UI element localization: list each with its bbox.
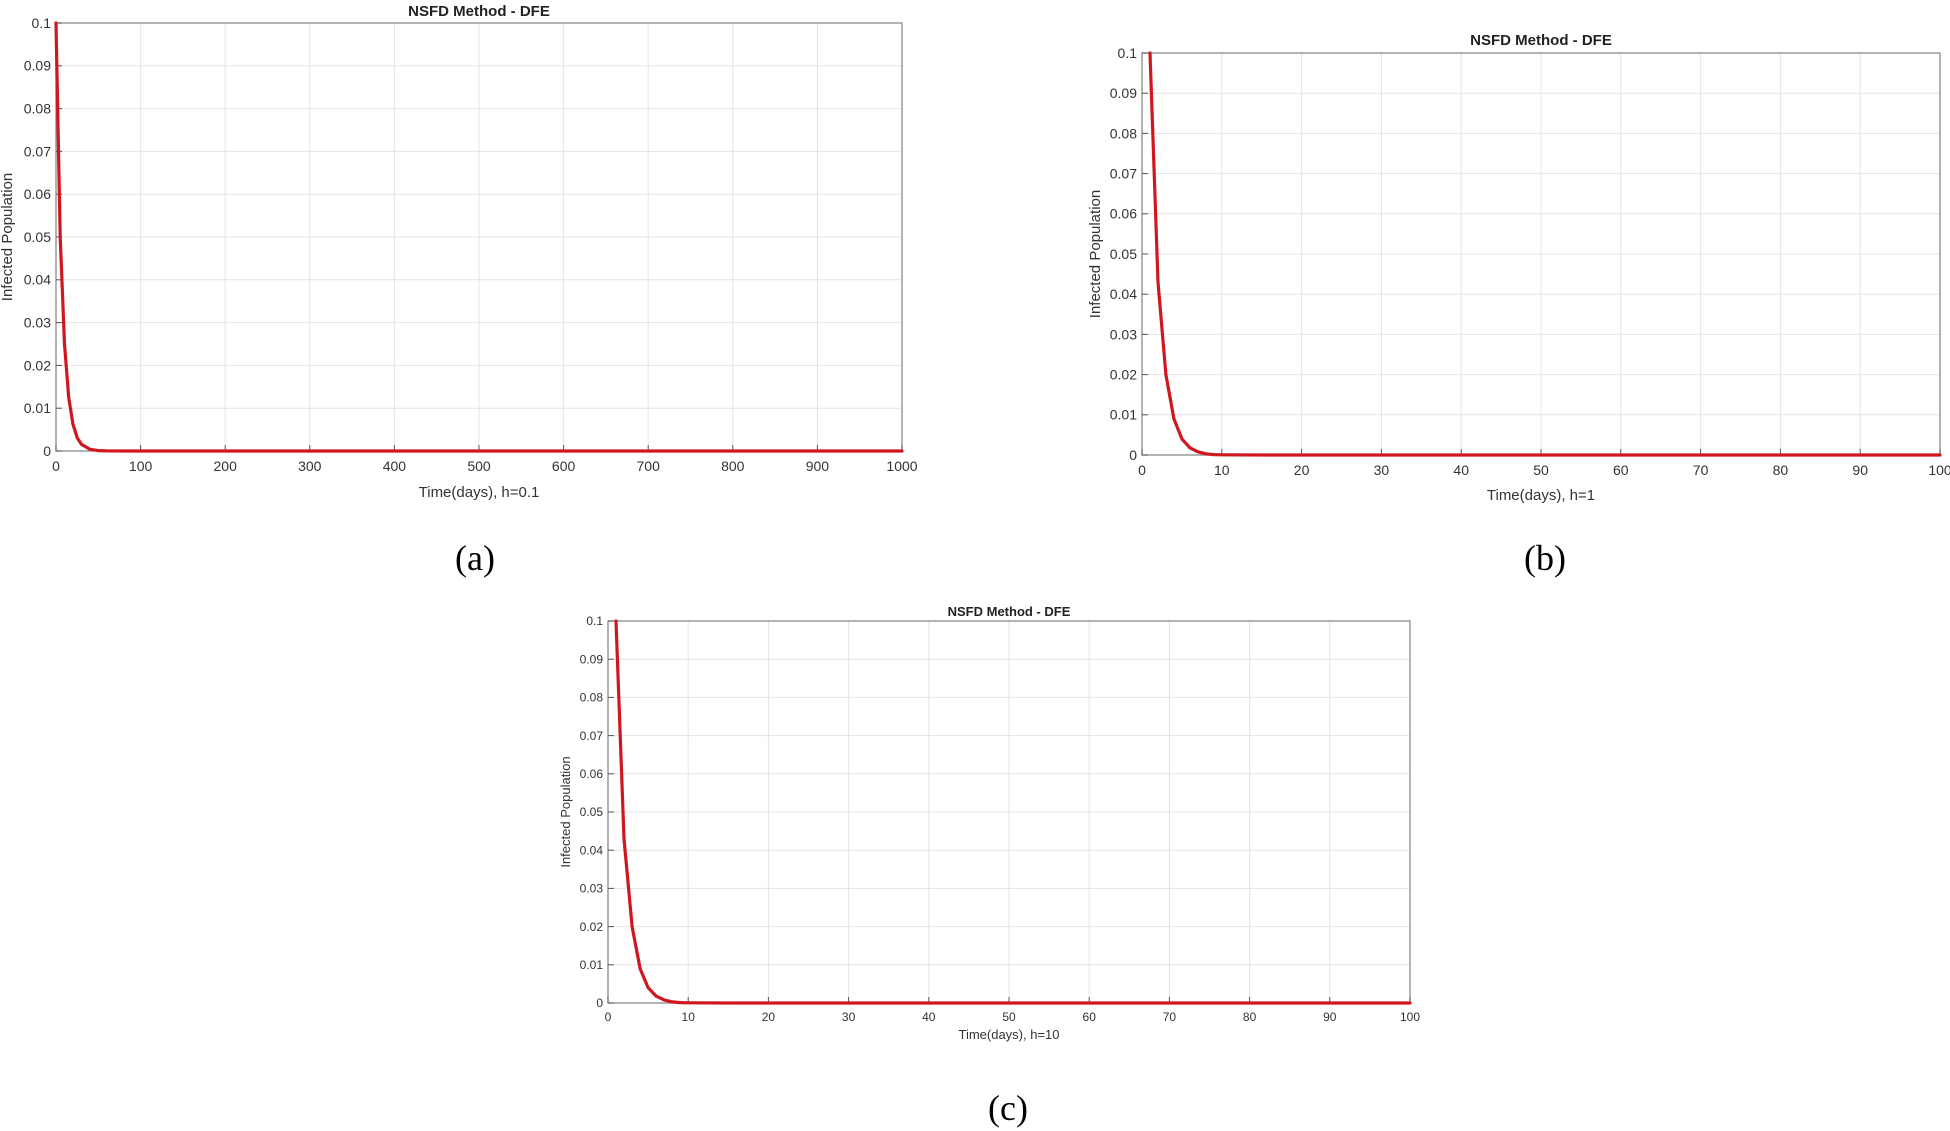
x-tick-label: 40 xyxy=(1453,462,1469,478)
y-tick-label: 0.1 xyxy=(586,614,603,628)
x-tick-label: 50 xyxy=(1002,1010,1016,1024)
x-tick-label: 10 xyxy=(1214,462,1230,478)
x-tick-label: 0 xyxy=(1138,462,1146,478)
y-tick-label: 0.01 xyxy=(24,400,51,416)
x-tick-label: 600 xyxy=(552,458,576,474)
y-tick-label: 0.03 xyxy=(24,315,51,331)
y-tick-label: 0.06 xyxy=(580,767,604,781)
y-tick-label: 0.03 xyxy=(1110,326,1137,342)
y-tick-label: 0 xyxy=(1129,447,1137,463)
x-tick-label: 90 xyxy=(1852,462,1868,478)
x-tick-label: 0 xyxy=(605,1010,612,1024)
y-tick-label: 0.02 xyxy=(580,920,604,934)
x-tick-label: 1000 xyxy=(886,458,917,474)
x-tick-label: 400 xyxy=(383,458,407,474)
y-tick-label: 0.05 xyxy=(1110,246,1137,262)
x-tick-label: 90 xyxy=(1323,1010,1337,1024)
y-tick-label: 0.08 xyxy=(24,101,51,117)
y-tick-label: 0.02 xyxy=(24,357,51,373)
y-tick-label: 0.05 xyxy=(580,805,604,819)
x-tick-label: 700 xyxy=(637,458,661,474)
y-axis-label: Infected Population xyxy=(1087,190,1104,318)
x-tick-label: 100 xyxy=(1928,462,1950,478)
x-tick-label: 40 xyxy=(922,1010,936,1024)
y-axis-label: Infected Population xyxy=(0,173,16,301)
y-tick-label: 0.01 xyxy=(1110,407,1137,423)
x-tick-label: 80 xyxy=(1243,1010,1257,1024)
y-tick-label: 0 xyxy=(596,996,603,1010)
x-tick-label: 50 xyxy=(1533,462,1549,478)
x-tick-label: 500 xyxy=(467,458,491,474)
panel-caption: (a) xyxy=(455,538,495,578)
x-tick-label: 300 xyxy=(298,458,322,474)
y-tick-label: 0.07 xyxy=(24,143,51,159)
y-tick-label: 0.01 xyxy=(580,958,604,972)
y-tick-label: 0.04 xyxy=(580,843,604,857)
y-tick-label: 0.09 xyxy=(24,58,51,74)
y-tick-label: 0.08 xyxy=(580,691,604,705)
y-tick-label: 0.05 xyxy=(24,229,51,245)
x-tick-label: 70 xyxy=(1693,462,1709,478)
chart-panel-3: 0 10 20 30 40 50 60 70 80 90 100 0 0.01 0.02 0.03 0.04 0… xyxy=(558,604,1420,1128)
x-tick-label: 0 xyxy=(52,458,60,474)
chart-title: NSFD Method - DFE xyxy=(408,3,550,20)
y-axis-label: Infected Population xyxy=(558,756,573,867)
x-tick-label: 30 xyxy=(1374,462,1390,478)
y-tick-label: 0.04 xyxy=(24,272,51,288)
x-axis-label: Time(days), h=0.1 xyxy=(419,484,540,501)
chart-title: NSFD Method - DFE xyxy=(1470,32,1612,49)
series-line xyxy=(614,619,1412,1005)
y-tick-label: 0.1 xyxy=(32,15,52,31)
x-tick-label: 60 xyxy=(1083,1010,1097,1024)
x-tick-label: 70 xyxy=(1163,1010,1177,1024)
y-tick-label: 0.07 xyxy=(1110,166,1137,182)
chart-panel-1: 0 100 200 300 400 500 600 700 800 900 1000 0 0.01 0.0… xyxy=(0,3,918,578)
x-tick-label: 100 xyxy=(1400,1010,1420,1024)
x-tick-label: 900 xyxy=(806,458,830,474)
y-tick-label: 0.09 xyxy=(1110,85,1137,101)
chart-panel-2: 0 10 20 30 40 50 60 70 80 90 100 0 0.01 0.02 0.03 0.04 0… xyxy=(1087,32,1950,578)
x-tick-label: 20 xyxy=(1294,462,1310,478)
x-tick-label: 30 xyxy=(842,1010,856,1024)
y-tick-label: 0 xyxy=(43,443,51,459)
y-tick-label: 0.07 xyxy=(580,729,604,743)
x-tick-label: 200 xyxy=(214,458,238,474)
y-tick-label: 0.03 xyxy=(580,882,604,896)
x-axis-label: Time(days), h=1 xyxy=(1487,487,1595,504)
x-tick-label: 80 xyxy=(1773,462,1789,478)
y-tick-label: 0.04 xyxy=(1110,286,1137,302)
chart-title: NSFD Method - DFE xyxy=(948,604,1071,619)
y-tick-label: 0.08 xyxy=(1110,125,1137,141)
x-tick-label: 20 xyxy=(762,1010,776,1024)
y-tick-label: 0.06 xyxy=(24,186,51,202)
x-tick-label: 60 xyxy=(1613,462,1629,478)
y-tick-label: 0.1 xyxy=(1118,45,1138,61)
panel-caption: (b) xyxy=(1524,538,1566,578)
x-tick-label: 100 xyxy=(129,458,153,474)
x-axis-label: Time(days), h=10 xyxy=(958,1027,1059,1042)
y-tick-label: 0.09 xyxy=(580,652,604,666)
panel-caption: (c) xyxy=(988,1088,1028,1128)
series-line xyxy=(1148,51,1942,457)
x-tick-label: 800 xyxy=(721,458,745,474)
x-tick-label: 10 xyxy=(682,1010,696,1024)
series-line xyxy=(54,21,904,453)
y-tick-label: 0.06 xyxy=(1110,206,1137,222)
y-tick-label: 0.02 xyxy=(1110,367,1137,383)
